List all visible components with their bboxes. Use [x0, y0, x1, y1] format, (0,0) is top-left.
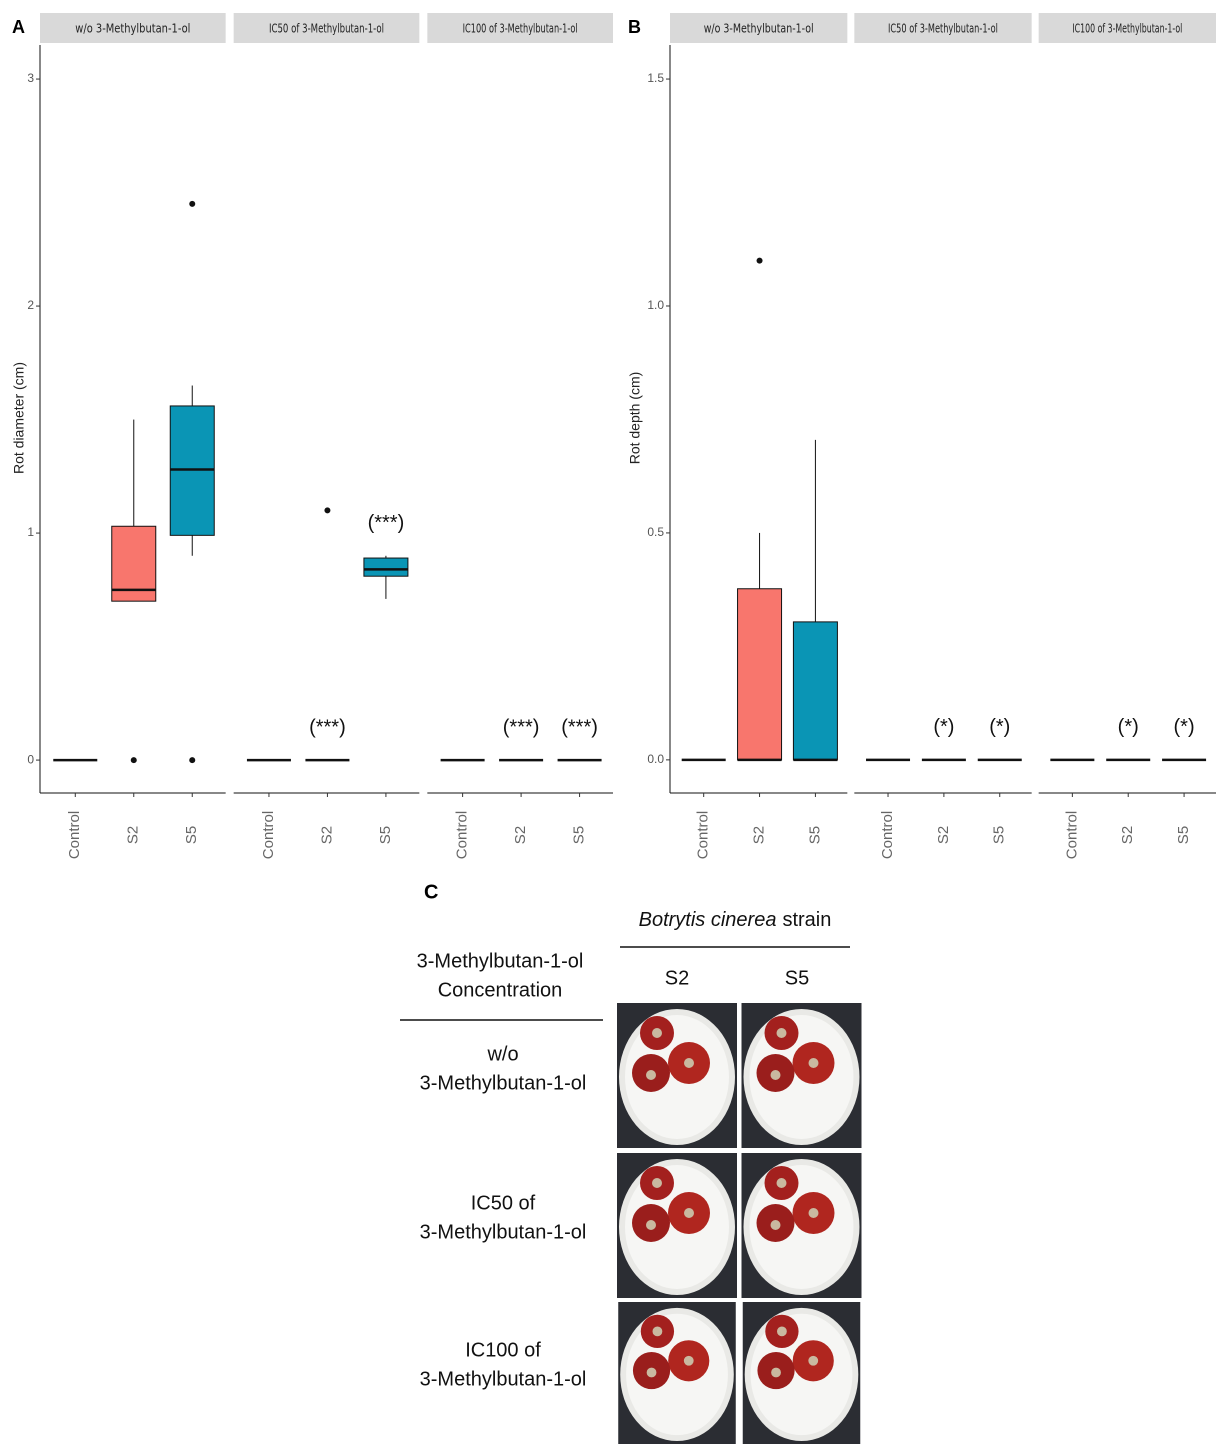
- facet-strip: [427, 13, 613, 43]
- photo: [741, 1003, 862, 1148]
- x-tick-label: S2: [125, 826, 142, 844]
- box: [737, 588, 783, 761]
- y-tick-label: 1: [27, 525, 34, 539]
- strain-title-rest: strain: [782, 909, 831, 931]
- outlier: [189, 757, 196, 764]
- y-axis-label: Rot diameter (cm): [11, 362, 27, 474]
- x-tick-label: Control: [260, 811, 277, 859]
- x-tick-label: Control: [66, 811, 83, 859]
- x-tick-label: S5: [183, 826, 200, 844]
- box: [363, 557, 409, 577]
- annotation: (***): [309, 716, 346, 738]
- panel-label: A: [12, 17, 25, 37]
- x-tick-label: Control: [454, 811, 471, 859]
- y-tick-label: 3: [27, 71, 34, 85]
- photo: [617, 1153, 737, 1298]
- strain-title: Botrytis cinerea strain: [639, 909, 832, 931]
- facet-strip: [40, 13, 226, 43]
- x-tick-label: S2: [751, 826, 768, 844]
- photo: [741, 1153, 862, 1298]
- outlier: [324, 507, 331, 514]
- row-label: w/o: [486, 1043, 518, 1065]
- strain-title-italic: Botrytis cinerea: [639, 909, 777, 931]
- row-label: IC100 of: [465, 1339, 541, 1361]
- photo: [617, 1003, 737, 1148]
- column-header: S5: [785, 967, 809, 989]
- facet-strip: [670, 13, 848, 43]
- y-tick-label: 0.5: [647, 525, 664, 539]
- column-header: S2: [665, 967, 689, 989]
- y-tick-label: 0: [27, 752, 34, 766]
- y-tick-label: 1.5: [647, 71, 664, 85]
- x-tick-label: S5: [1175, 826, 1192, 844]
- x-tick-label: S2: [318, 826, 335, 844]
- annotation: (*): [1174, 716, 1195, 738]
- row-header: Concentration: [438, 979, 563, 1001]
- y-axis-label: Rot depth (cm): [627, 372, 643, 465]
- x-tick-label: S5: [991, 826, 1008, 844]
- outlier: [189, 200, 196, 207]
- annotation: (*): [933, 716, 954, 738]
- row-label: 3-Methylbutan-1-ol: [420, 1072, 587, 1094]
- row-label: 3-Methylbutan-1-ol: [420, 1221, 587, 1243]
- x-tick-label: S5: [377, 826, 394, 844]
- facet-title: IC100 of 3-Methylbutan-1-ol: [463, 22, 578, 36]
- annotation: (***): [368, 512, 405, 534]
- y-tick-label: 0.0: [647, 752, 664, 766]
- annotation: (*): [989, 716, 1010, 738]
- facet-title: IC50 of 3-Methylbutan-1-ol: [888, 22, 998, 36]
- facet-title: w/o 3-Methylbutan-1-ol: [75, 22, 190, 36]
- y-tick-label: 1.0: [647, 298, 664, 312]
- row-header: 3-Methylbutan-1-ol: [417, 950, 584, 972]
- x-tick-label: Control: [1063, 811, 1080, 859]
- row-label: IC50 of: [471, 1192, 536, 1214]
- photo: [742, 1302, 861, 1444]
- x-tick-label: S5: [806, 826, 823, 844]
- y-tick-label: 2: [27, 298, 34, 312]
- outlier: [130, 757, 137, 764]
- facet-title: IC100 of 3-Methylbutan-1-ol: [1072, 22, 1182, 36]
- annotation: (***): [503, 716, 540, 738]
- photo: [618, 1302, 736, 1444]
- annotation: (*): [1118, 716, 1139, 738]
- facet-strip: [233, 13, 420, 43]
- x-tick-label: S2: [935, 826, 952, 844]
- panel-label: B: [628, 17, 641, 37]
- outlier: [756, 257, 763, 264]
- box: [792, 621, 838, 761]
- facet-title: IC50 of 3-Methylbutan-1-ol: [269, 22, 384, 36]
- facet-strip: [1038, 13, 1216, 43]
- facet-strip: [854, 13, 1032, 43]
- x-tick-label: S2: [1119, 826, 1136, 844]
- annotation: (***): [561, 716, 598, 738]
- x-tick-label: S2: [512, 826, 529, 844]
- x-tick-label: Control: [695, 811, 712, 859]
- x-tick-label: Control: [879, 811, 896, 859]
- x-tick-label: S5: [571, 826, 588, 844]
- row-label: 3-Methylbutan-1-ol: [420, 1368, 587, 1390]
- panel-label: C: [424, 881, 438, 903]
- facet-title: w/o 3-Methylbutan-1-ol: [704, 22, 814, 36]
